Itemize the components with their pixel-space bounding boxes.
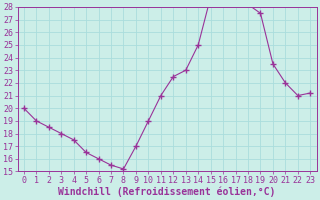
X-axis label: Windchill (Refroidissement éolien,°C): Windchill (Refroidissement éolien,°C): [58, 186, 276, 197]
